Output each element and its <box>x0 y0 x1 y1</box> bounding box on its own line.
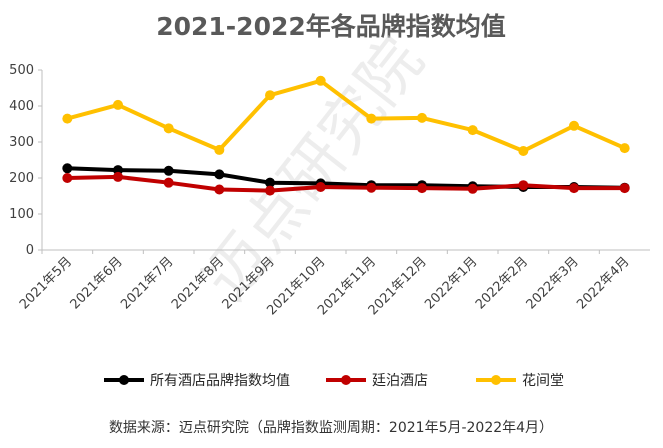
y-tick-label: 500 <box>9 63 34 78</box>
data-point <box>214 144 225 155</box>
data-point <box>569 183 579 194</box>
data-point <box>62 113 73 124</box>
data-point <box>214 184 225 195</box>
y-tick-label: 300 <box>9 135 34 150</box>
data-point <box>315 75 326 86</box>
legend-label: 廷泊酒店 <box>372 373 428 389</box>
y-tick-label: 400 <box>9 99 34 114</box>
series-3 <box>62 75 630 156</box>
series-line <box>66 78 626 153</box>
legend-item: 所有酒店品牌指数均值 <box>104 372 290 389</box>
data-point <box>163 123 174 134</box>
legend: 所有酒店品牌指数均值 廷泊酒店 花间堂 <box>104 372 564 389</box>
legend-item: 廷泊酒店 <box>326 373 428 389</box>
legend-swatch-marker <box>119 375 129 385</box>
data-point <box>467 183 478 194</box>
data-point <box>113 99 123 110</box>
data-point <box>619 183 630 194</box>
data-point <box>518 146 529 156</box>
data-point <box>619 143 630 154</box>
x-tick-label: 2022年3月 <box>524 254 582 312</box>
data-point <box>265 90 275 101</box>
data-point <box>265 185 275 196</box>
data-point <box>366 182 377 193</box>
x-tick-label: 2022年2月 <box>473 254 531 312</box>
data-point <box>265 177 275 188</box>
y-tick-label: 0 <box>26 243 34 258</box>
y-tick-label: 100 <box>9 207 34 222</box>
legend-swatch-marker <box>341 375 351 385</box>
source-note: 数据来源：迈点研究院（品牌指数监测周期：2021年5月-2022年4月） <box>109 419 553 436</box>
data-point <box>569 120 579 131</box>
data-point <box>417 183 427 194</box>
legend-item: 花间堂 <box>476 373 564 389</box>
chart-title: 2021-2022年各品牌指数均值 <box>156 12 506 41</box>
data-point <box>518 180 529 191</box>
series-line <box>67 174 625 193</box>
legend-swatch-marker <box>491 375 501 385</box>
x-tick-label: 2022年4月 <box>574 254 632 312</box>
data-point <box>113 171 123 182</box>
data-point <box>467 125 478 136</box>
x-tick-label: 2021年6月 <box>68 254 126 312</box>
data-point <box>214 169 225 180</box>
data-point <box>366 113 377 124</box>
data-point <box>417 112 427 123</box>
x-axis-ticks: 2021年5月2021年6月2021年7月2021年8月2021年9月2021年… <box>17 250 632 318</box>
series-2 <box>62 171 630 196</box>
data-point <box>62 163 73 174</box>
data-point <box>113 165 123 176</box>
legend-label: 所有酒店品牌指数均值 <box>150 372 290 389</box>
legend-label: 花间堂 <box>522 373 564 389</box>
y-axis-ticks: 0 100 200 300 400 500 <box>9 63 42 258</box>
series-layer <box>62 75 630 196</box>
data-point <box>62 173 73 183</box>
data-point <box>163 177 174 188</box>
x-tick-label: 2022年1月 <box>422 254 480 312</box>
y-tick-label: 200 <box>9 171 34 186</box>
data-point <box>315 182 326 192</box>
data-point <box>163 165 174 176</box>
x-tick-label: 2021年5月 <box>17 254 75 312</box>
x-tick-label: 2021年7月 <box>118 254 176 312</box>
